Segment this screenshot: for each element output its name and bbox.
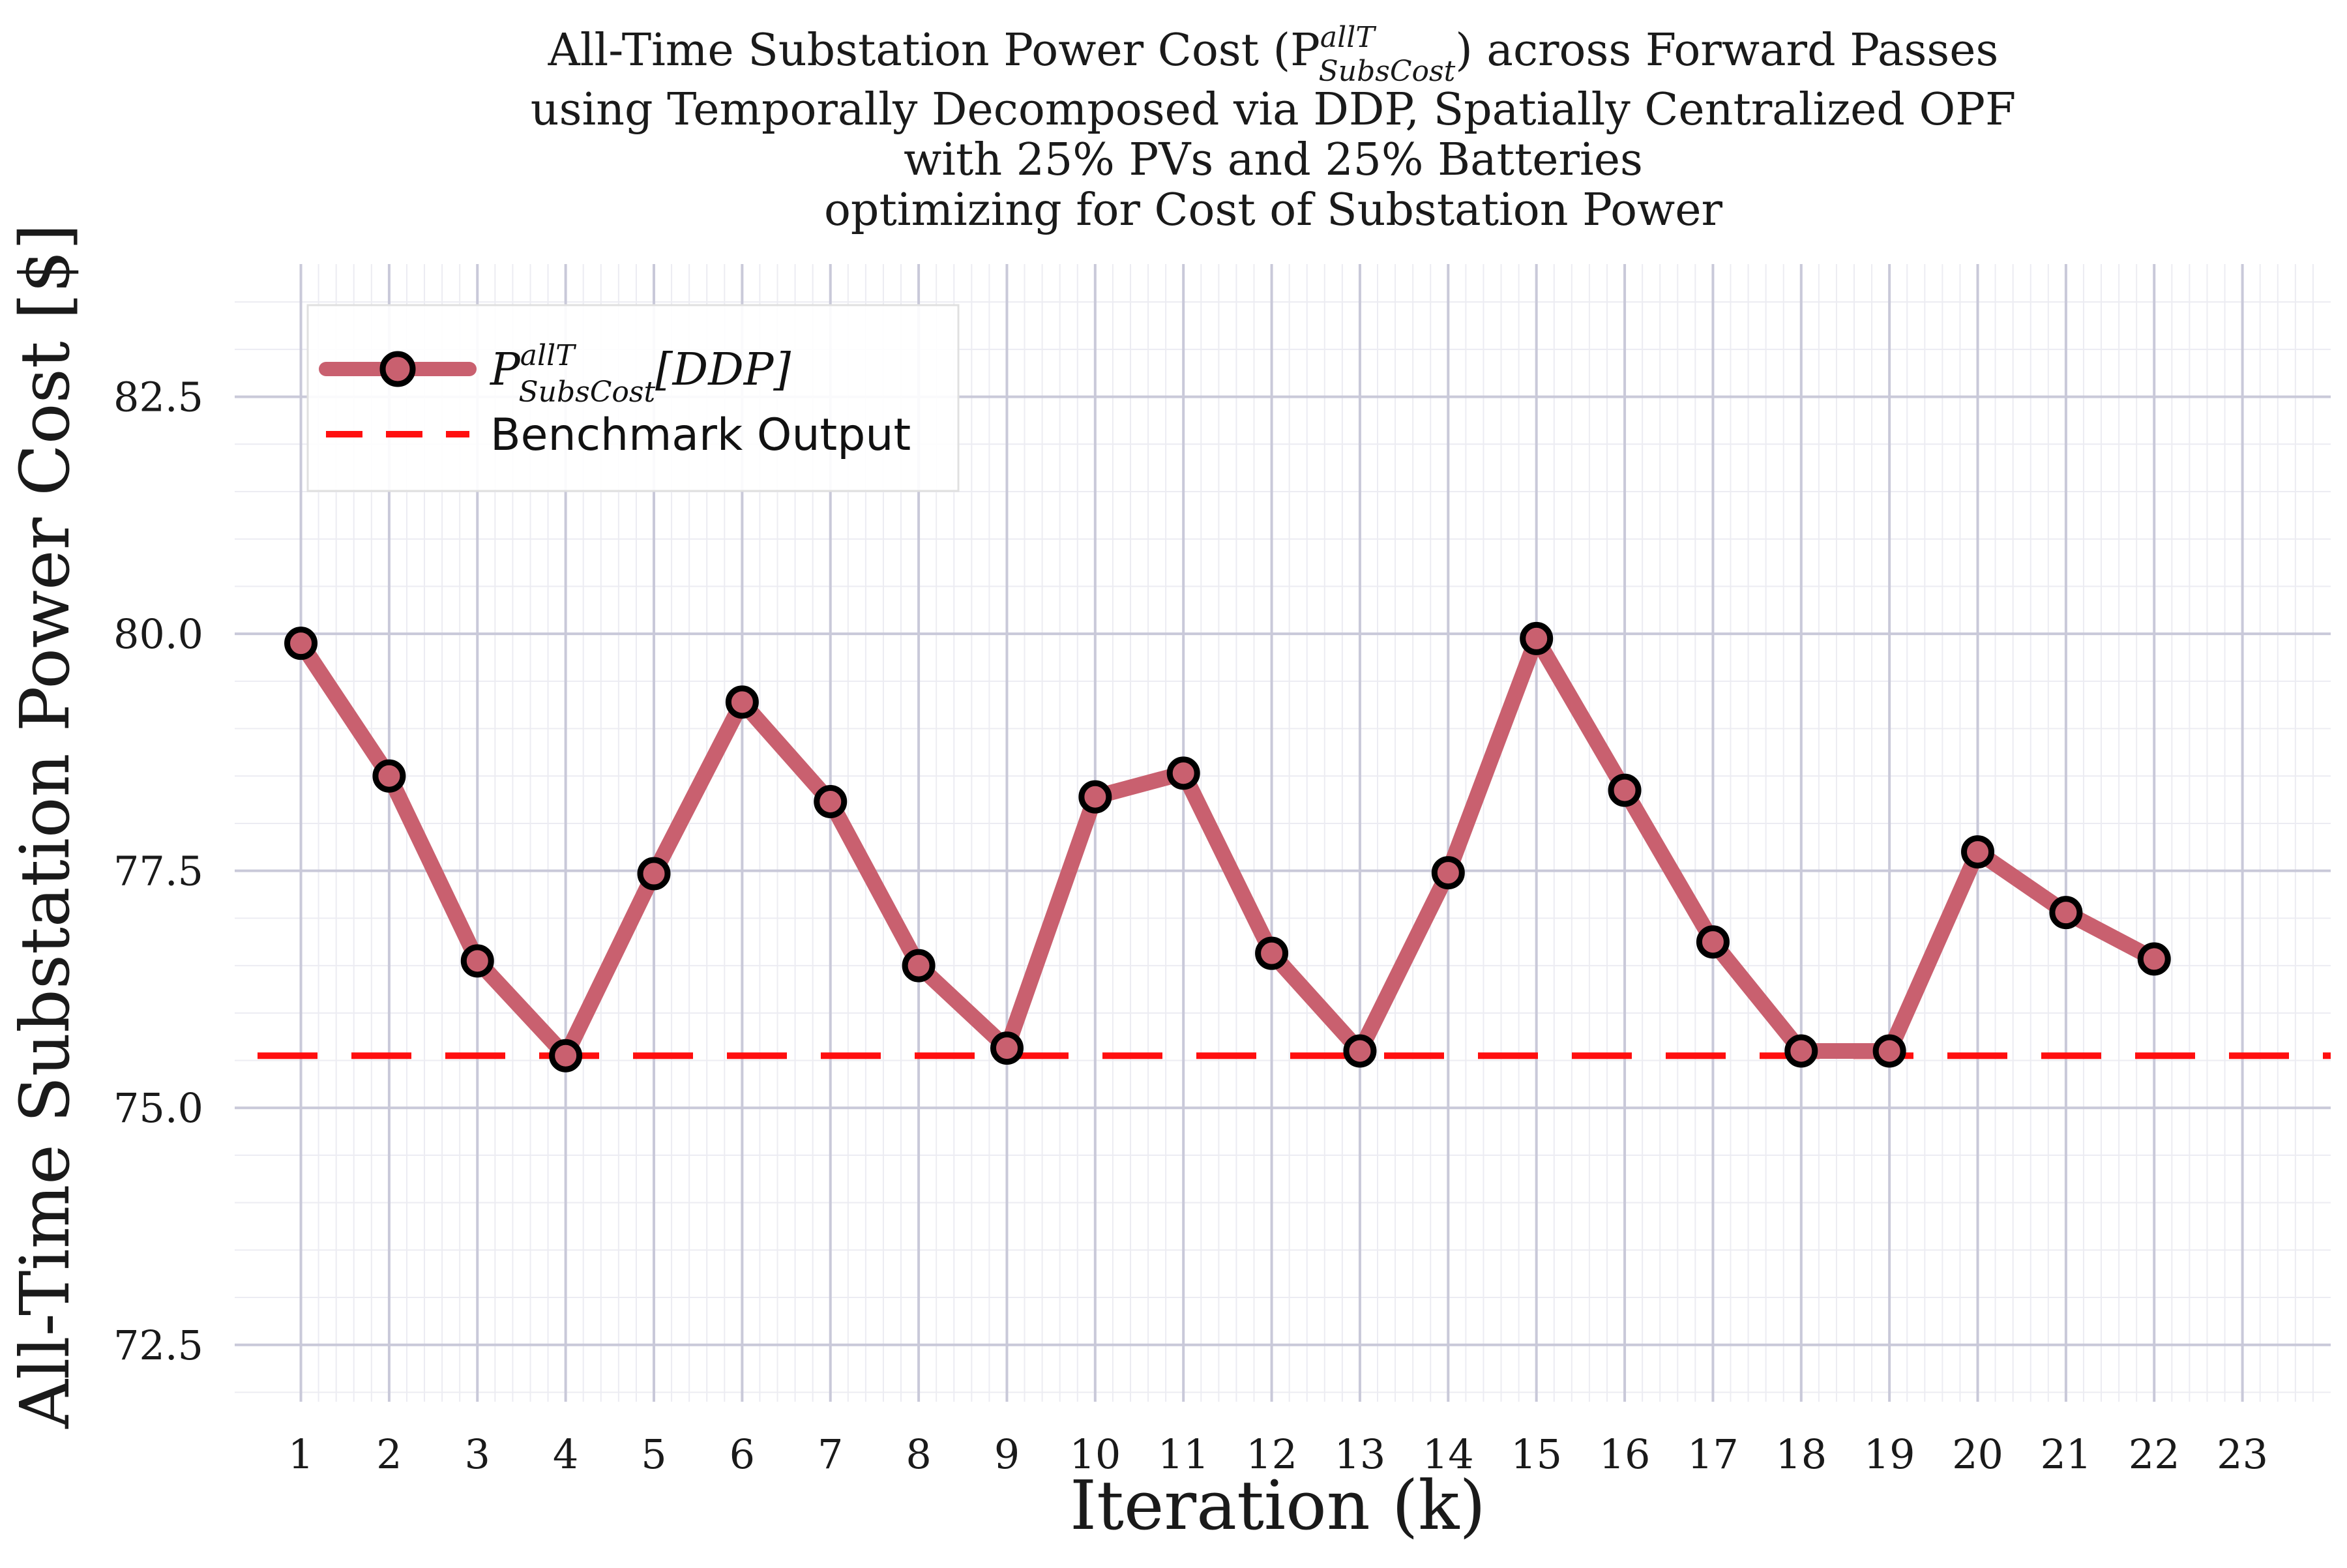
- data-point: [1520, 621, 1554, 655]
- legend-series-marker: [379, 351, 416, 387]
- data-point: [1078, 780, 1112, 814]
- x-tick-label: 23: [2217, 1430, 2268, 1478]
- x-tick-label: 6: [730, 1430, 755, 1478]
- data-point: [2049, 896, 2083, 930]
- chart-title: All-Time Substation Power Cost (PallT Sub…: [531, 21, 2016, 236]
- x-tick-label: 5: [641, 1430, 666, 1478]
- data-point: [637, 857, 671, 891]
- legend-series-superscript: allT: [520, 339, 577, 372]
- x-tick-label: 14: [1423, 1430, 1474, 1478]
- x-tick-label: 17: [1687, 1430, 1739, 1478]
- x-tick-label: 20: [1952, 1430, 2003, 1478]
- data-point: [1608, 773, 1642, 807]
- data-point: [1255, 936, 1289, 970]
- x-tick-label: 10: [1069, 1430, 1121, 1478]
- title-subscript: SubsCost: [1319, 55, 1456, 88]
- title-line-4: optimizing for Cost of Substation Power: [824, 185, 1723, 236]
- data-point: [1784, 1034, 1818, 1068]
- legend-series-label: PallT SubsCost[DDP]: [489, 339, 791, 409]
- x-tick-label: 1: [288, 1430, 314, 1478]
- y-axis-label: All-Time Substation Power Cost [$]: [5, 224, 85, 1429]
- x-tick-label: 12: [1246, 1430, 1297, 1478]
- data-point: [460, 944, 494, 978]
- x-tick-label: 16: [1599, 1430, 1651, 1478]
- x-tick-label: 18: [1775, 1430, 1827, 1478]
- x-tick-label: 11: [1158, 1430, 1209, 1478]
- data-point: [1872, 1034, 1906, 1068]
- data-point: [1431, 856, 1465, 890]
- series-group: [284, 621, 2171, 1072]
- x-tick-label: 22: [2129, 1430, 2180, 1478]
- y-tick-label: 77.5: [113, 848, 203, 895]
- x-tick-label: 2: [376, 1430, 402, 1478]
- data-point: [814, 785, 848, 819]
- y-tick-label: 72.5: [113, 1322, 203, 1369]
- legend-series-symbol: P: [489, 344, 521, 396]
- data-point: [725, 685, 759, 719]
- x-tick-label: 13: [1334, 1430, 1385, 1478]
- y-axis-ticks: 72.5 75.0 77.5 80.0 82.5: [113, 374, 203, 1369]
- data-point: [1343, 1034, 1377, 1068]
- x-tick-label: 4: [553, 1430, 578, 1478]
- y-tick-label: 75.0: [113, 1084, 203, 1132]
- data-point: [1166, 756, 1200, 790]
- legend-benchmark-label: Benchmark Output: [490, 409, 911, 461]
- y-tick-label: 80.0: [113, 610, 203, 658]
- data-point: [284, 627, 318, 660]
- x-tick-label: 3: [465, 1430, 490, 1478]
- legend-series-subscript: SubsCost: [519, 376, 656, 409]
- title-suffix: ) across Forward Passes: [1455, 25, 1998, 76]
- data-point: [1961, 835, 1995, 869]
- data-point: [990, 1031, 1024, 1065]
- x-tick-label: 7: [818, 1430, 843, 1478]
- series-line: [293, 630, 2162, 1064]
- legend-box: [306, 304, 960, 492]
- title-superscript: allT: [1320, 21, 1377, 54]
- x-tick-label: 9: [994, 1430, 1020, 1478]
- x-axis-label: Iteration (k): [1070, 1466, 1486, 1545]
- y-tick-label: 82.5: [113, 374, 203, 421]
- x-tick-label: 21: [2040, 1430, 2091, 1478]
- x-tick-label: 8: [906, 1430, 931, 1478]
- title-line-2: using Temporally Decomposed via DDP, Spa…: [531, 84, 2016, 136]
- legend-series-suffix: [DDP]: [655, 344, 791, 396]
- data-point: [372, 759, 406, 793]
- data-point: [2137, 942, 2171, 976]
- legend: PallT SubsCost[DDP] Benchmark Output: [306, 304, 960, 492]
- data-point: [902, 949, 936, 983]
- x-tick-label: 19: [1864, 1430, 1915, 1478]
- title-prefix: All-Time Substation Power Cost (P: [548, 25, 1320, 76]
- title-line-3: with 25% PVs and 25% Batteries: [904, 134, 1643, 186]
- data-point: [1696, 925, 1730, 959]
- x-axis-ticks: 1 2 3 4 5 6 7 8 9 10 11 12 13 14 15 16 17 18 19 20 21 22 23: [288, 1430, 2268, 1478]
- title-line-1: All-Time Substation Power Cost (PallT Sub…: [548, 21, 1999, 88]
- data-point: [549, 1039, 583, 1072]
- x-tick-label: 15: [1511, 1430, 1562, 1478]
